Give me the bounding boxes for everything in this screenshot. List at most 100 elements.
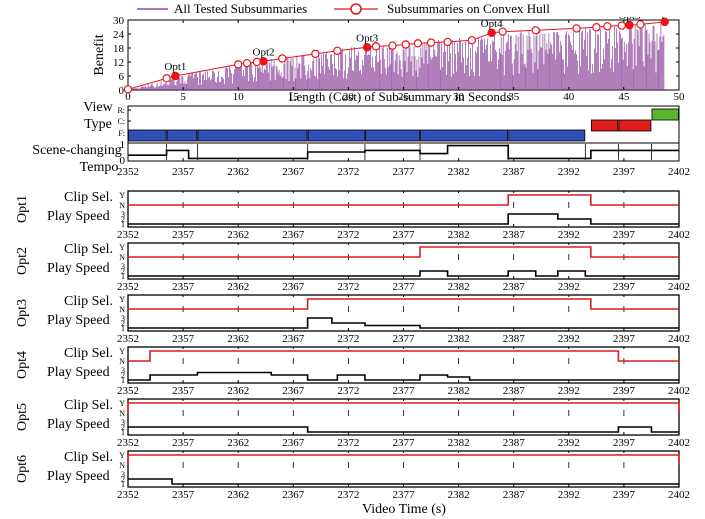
x-tick-label: 30: [453, 91, 465, 103]
x-tick-label: 50: [674, 91, 686, 103]
option-name: Opt6: [15, 455, 30, 483]
time-tick-label: 2367: [282, 489, 305, 501]
convex-hull-point: [371, 42, 381, 51]
convex-hull-point: [413, 39, 423, 48]
time-tick-label: 2387: [503, 489, 526, 501]
time-tick-label: 2392: [558, 281, 580, 293]
convex-hull-point: [443, 37, 452, 47]
play-speed-label: Play Speed: [47, 469, 110, 484]
shot-segment-f: [508, 129, 586, 142]
speed-tick-label: 2: [121, 475, 125, 484]
clip-sel-label: Clip Sel.: [64, 398, 113, 413]
time-tick-label: 2362: [227, 281, 249, 293]
all-tested-bars: [131, 23, 665, 90]
time-tick-label: 2357: [172, 385, 195, 397]
tempo-tick-label: 0: [120, 155, 126, 167]
legend-label-all-tested: All Tested Subsummaries: [174, 1, 307, 16]
convex-hull-point: [401, 40, 410, 49]
play-speed-line: [128, 371, 679, 381]
time-tick-label: 2397: [613, 333, 636, 345]
time-tick-label: 2357: [172, 281, 195, 293]
play-speed-line: [128, 213, 679, 225]
time-tick-label: 2372: [337, 437, 359, 449]
time-tick-label: 2357: [172, 166, 195, 178]
time-tick-label: 2377: [393, 437, 416, 449]
convex-hull-point: [333, 46, 342, 56]
time-tick-label: 2382: [448, 385, 470, 397]
option-name: Opt1: [15, 195, 30, 223]
clip-sel-label: Clip Sel.: [64, 242, 113, 257]
speed-tick-label: 1: [121, 376, 125, 385]
play-speed-label: Play Speed: [47, 365, 110, 380]
time-tick-label: 2382: [448, 229, 470, 241]
legend-background: [125, 0, 677, 17]
option-name: Opt4: [15, 351, 30, 379]
view-type-content: R: C: F: 0 1 2352 2357 2362 2367 2372 2377 2382 2387…: [117, 106, 690, 178]
x-tick-label: 35: [508, 91, 520, 103]
convex-hull-point: [592, 23, 601, 32]
option-name: Opt2: [15, 247, 30, 275]
convex-hull-point: [636, 20, 645, 29]
time-tick-label: 2372: [337, 333, 359, 345]
speed-tick-label: 1: [121, 272, 125, 281]
time-tick-label: 2352: [117, 229, 139, 241]
time-tick-label: 2362: [227, 166, 249, 178]
x-tick-label: 25: [398, 91, 410, 103]
x-tick-label: 40: [563, 91, 575, 103]
time-tick-label: 2382: [448, 333, 470, 345]
convex-hull-point: [162, 74, 171, 83]
play-speed-label: Play Speed: [47, 417, 110, 432]
time-tick-label: 2352: [117, 333, 139, 345]
shot-segment-f: [166, 129, 198, 142]
time-tick-label: 2357: [172, 437, 195, 449]
x-tick-label: 15: [288, 91, 300, 103]
time-tick-label: 2392: [558, 229, 580, 241]
speed-tick-label: 2: [121, 215, 125, 224]
time-tick-label: 2377: [393, 166, 416, 178]
time-tick-label: 2397: [613, 281, 636, 293]
time-tick-label: 2352: [117, 281, 139, 293]
time-tick-label: 2372: [337, 489, 359, 501]
clip-tick-label: N: [119, 305, 125, 314]
clip-selection-line: [127, 454, 680, 465]
option-frame: [127, 398, 680, 436]
time-tick-label: 2357: [172, 489, 195, 501]
speed-tick-label: 2: [121, 423, 125, 432]
option-name: Opt3: [15, 299, 30, 327]
time-tick-label: 2402: [668, 281, 690, 293]
shot-segment-f: [197, 129, 308, 142]
time-tick-label: 2382: [448, 437, 470, 449]
time-tick-label: 2352: [117, 437, 139, 449]
view-type-panel: View Type Scene-changing Tempo R: C: F: 0 1 2…: [32, 100, 690, 178]
clip-tick-label: N: [119, 253, 125, 262]
option-point-label: Opt3: [356, 32, 379, 44]
speed-tick-label: 2: [121, 319, 125, 328]
option-point: [171, 71, 180, 81]
convex-hull-point: [388, 41, 397, 50]
time-tick-label: 2402: [668, 385, 690, 397]
clip-tick-label: Y: [119, 347, 125, 356]
convex-hull-point: [467, 36, 477, 45]
convex-hull-point: [498, 27, 507, 36]
shot-segment-f: [420, 129, 509, 142]
time-tick-label: 2352: [117, 385, 139, 397]
x-tick-label: 10: [233, 91, 245, 103]
time-tick-label: 2392: [558, 166, 580, 178]
clip-selection-line: [128, 246, 679, 258]
time-tick-label: 2392: [558, 385, 580, 397]
shot-segment-f: [128, 129, 167, 142]
clip-selection-line: [128, 298, 679, 310]
time-tick-label: 2367: [282, 281, 305, 293]
convex-hull-line: [127, 21, 665, 90]
time-tick-label: 2372: [337, 229, 359, 241]
time-tick-label: 2357: [172, 333, 195, 345]
legend-marker-convex-hull: [350, 3, 362, 15]
clip-selection-line: [127, 402, 680, 413]
time-tick-label: 2397: [613, 489, 636, 501]
